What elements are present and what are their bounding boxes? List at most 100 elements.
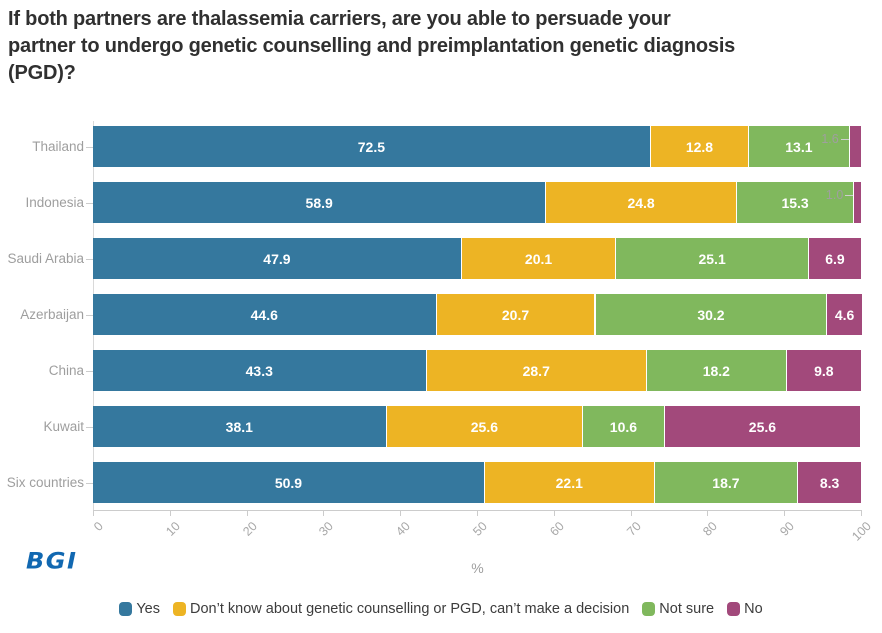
x-axis-tick-label: 20: [239, 519, 260, 539]
x-axis-tick: [630, 511, 632, 516]
bar-segment: 22.1: [483, 462, 654, 503]
bar-segment: 8.3: [797, 462, 861, 503]
y-axis-tick: [86, 147, 93, 148]
segment-value-label: 18.7: [712, 474, 740, 491]
x-axis-tick: [707, 511, 709, 516]
bar-segment: 25.6: [385, 406, 583, 447]
legend-item[interactable]: Not sure: [642, 601, 714, 617]
segment-value-label: 47.9: [263, 250, 291, 267]
bar-segment: 47.9: [93, 238, 461, 279]
y-axis-tick: [86, 371, 93, 372]
chart-title: If both partners are thalassemia carrier…: [8, 6, 878, 87]
chart-title-line: If both partners are thalassemia carrier…: [8, 8, 671, 30]
segment-value-label: 28.7: [522, 362, 550, 379]
x-axis-tick: [784, 511, 786, 516]
value-callout-line: [840, 139, 849, 140]
x-axis-tick: [169, 511, 171, 516]
segment-value-label: 72.5: [357, 138, 386, 155]
legend-item[interactable]: Don’t know about genetic counselling or …: [173, 601, 629, 617]
bar-segment: 25.1: [615, 238, 808, 279]
segment-value-label: 30.2: [697, 306, 725, 323]
bar-segment: 38.1: [93, 406, 386, 447]
bar-segment: 43.3: [93, 350, 426, 391]
x-axis-tick-label: 50: [470, 519, 490, 539]
segment-value-label: 9.8: [814, 362, 834, 379]
category-label: Saudi Arabia: [7, 250, 84, 266]
x-axis-tick-label: 60: [546, 519, 567, 539]
x-axis-tick: [400, 511, 402, 516]
category-label: Kuwait: [43, 418, 84, 434]
bar-segment: 44.6: [93, 294, 436, 335]
x-axis-tick: [93, 511, 94, 516]
x-axis-tick-label: 70: [623, 519, 644, 539]
legend-swatch-icon: [642, 602, 656, 616]
segment-value-label: 50.9: [274, 474, 303, 491]
y-axis-tick: [86, 427, 93, 428]
segment-value-label: 6.9: [825, 250, 845, 267]
value-callout-line: [845, 195, 854, 196]
bar-segment: 25.6: [663, 406, 861, 447]
bar-segment: 24.8: [545, 182, 736, 223]
legend-label: Yes: [136, 601, 160, 617]
segment-value-label-outside: 1.0: [825, 188, 844, 202]
legend-label: No: [744, 601, 763, 617]
segment-value-label: 20.7: [501, 306, 530, 323]
segment-value-label-outside: 1.6: [821, 132, 839, 146]
legend-label: Not sure: [659, 601, 715, 617]
x-axis-tick-label: 30: [316, 519, 337, 539]
legend-item[interactable]: Yes: [119, 601, 160, 617]
legend-item[interactable]: No: [727, 601, 763, 617]
category-label: China: [48, 362, 84, 378]
x-axis-tick-label: 40: [393, 519, 414, 539]
category-label: Thailand: [32, 138, 84, 154]
segment-value-label: 22.1: [555, 474, 583, 491]
y-axis-tick: [86, 259, 93, 260]
bar-segment: 30.2: [594, 294, 827, 335]
x-axis-tick-label: 100: [849, 519, 874, 544]
legend-swatch-icon: [727, 602, 741, 616]
bar-segment: 20.1: [460, 238, 616, 279]
bar-segment: 28.7: [425, 350, 646, 391]
x-axis-title: %: [471, 560, 484, 576]
segment-value-label: 20.1: [524, 250, 553, 267]
segment-value-label: 43.3: [245, 362, 273, 379]
bar-segment: 10.6: [582, 406, 664, 447]
legend-swatch-icon: [119, 602, 133, 616]
segment-value-label: 12.8: [685, 138, 714, 155]
bar-segment: 15.3: [735, 182, 854, 223]
bar-segment: 9.8: [785, 350, 861, 391]
segment-value-label: 18.2: [702, 362, 730, 379]
segment-value-label: 25.6: [748, 418, 777, 435]
x-axis-tick: [246, 511, 248, 516]
segment-value-label: 24.8: [627, 194, 655, 211]
bar-segment: 58.9: [93, 182, 546, 223]
bar-segment: 72.5: [93, 126, 650, 167]
chart-title-line: partner to undergo genetic counselling a…: [8, 35, 736, 57]
segment-value-label: 8.3: [819, 474, 840, 491]
y-axis-tick: [86, 315, 93, 316]
bar-segment: 4.6: [826, 294, 862, 335]
chart-title-line: (PGD)?: [8, 62, 76, 84]
segment-value-label: 4.6: [834, 306, 855, 323]
category-label: Azerbaijan: [20, 306, 84, 322]
segment-value-label: 25.1: [698, 250, 726, 267]
bar-segment: 13.1: [748, 126, 849, 167]
x-axis-tick-label: 0: [91, 519, 106, 534]
bar-segment: 18.7: [653, 462, 798, 503]
bar-segment: 6.9: [808, 238, 861, 279]
bar-segment: 18.2: [645, 350, 786, 391]
bar-segment: 50.9: [93, 462, 484, 503]
x-axis-line: [93, 510, 862, 511]
bgi-logo: BGI: [26, 548, 78, 574]
segment-value-label: 15.3: [781, 194, 809, 211]
category-label: Six countries: [6, 474, 84, 490]
y-axis-tick: [86, 483, 93, 484]
x-axis-tick-label: 80: [700, 519, 721, 539]
legend-swatch-icon: [173, 602, 186, 616]
x-axis-tick: [553, 511, 555, 516]
legend-label: Don’t know about genetic counselling or …: [190, 601, 630, 617]
x-axis-tick-label: 90: [777, 519, 798, 539]
y-axis-tick: [86, 203, 93, 204]
category-label: Indonesia: [25, 194, 84, 210]
